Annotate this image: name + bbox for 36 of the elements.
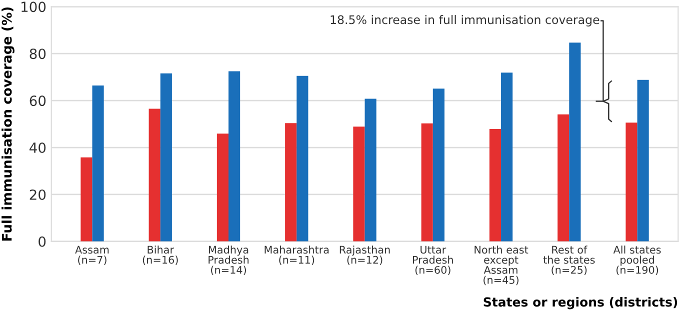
x-tick-label: All states pooled (n=190) [613,246,661,276]
x-tick-label: Rajasthan (n=12) [340,246,390,265]
bar [160,73,172,242]
x-tick-label: North east except Assam (n=45) [474,246,528,286]
bar [216,134,229,242]
x-tick-label: Maharashtra (n=11) [264,246,329,265]
y-tick-label: 100 [22,2,46,12]
bar [364,98,376,242]
bar [285,123,297,242]
bar [148,108,160,242]
x-tick-label: Rest of the states (n=25) [543,246,595,276]
bar [637,80,649,242]
x-tick-label: Assam (n=7) [75,246,109,265]
bar [228,71,240,242]
y-tick-label: 40 [30,142,46,153]
bar [501,72,513,242]
bar [80,157,92,242]
bar [421,123,433,242]
y-tick-label: 20 [30,189,46,200]
y-axis-title: Full immunisation coverage (%) [2,7,14,241]
bar [92,86,104,242]
y-tick-label: 80 [30,48,46,60]
x-tick-label: Madhya Pradesh (n=14) [208,246,249,276]
bar [432,88,444,242]
bar [558,114,570,242]
y-tick-label: 0 [38,236,46,247]
y-tick-label: 60 [30,96,46,106]
bar [489,128,502,242]
x-tick-label: Bihar (n=16) [142,246,178,265]
bar [353,126,365,242]
x-tick-label: Uttar Pradesh (n=60) [413,246,453,276]
bar [626,122,638,242]
bar [296,76,308,242]
x-axis-title: States or regions (districts) [484,297,678,310]
bar [569,42,581,242]
annotation: 18.5% increase in full immunisation coverage [330,15,600,26]
